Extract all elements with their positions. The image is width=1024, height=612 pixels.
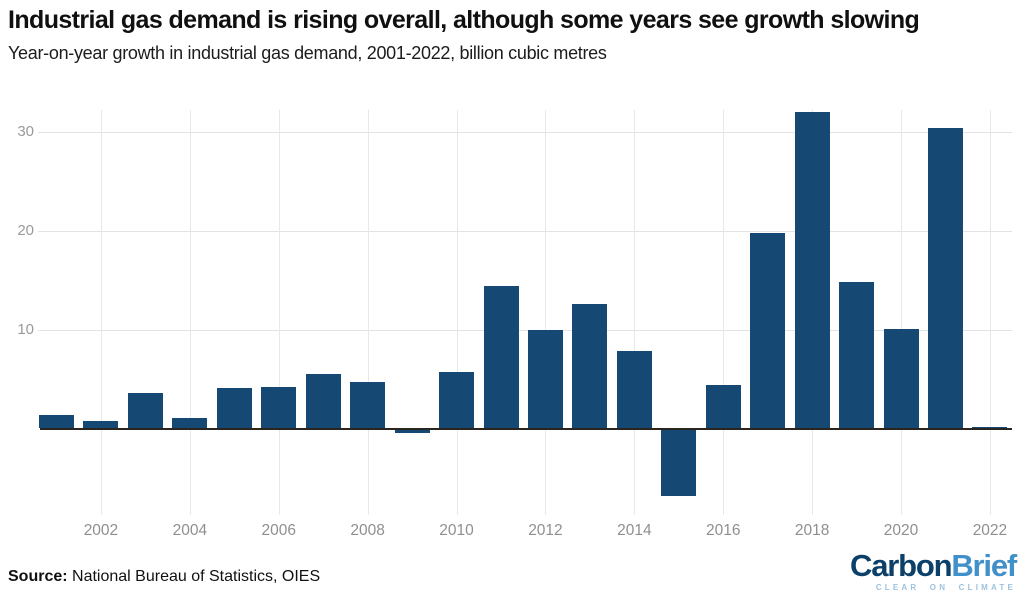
x-axis-zero-line <box>40 427 1012 430</box>
x-tick-2012: 2012 <box>528 522 563 539</box>
gridline-x-2004 <box>189 110 191 515</box>
bar-2007 <box>305 374 341 429</box>
bar-2005 <box>216 387 252 429</box>
bar-2018 <box>794 111 830 429</box>
bar-2017 <box>750 233 786 429</box>
gridline-x-2012 <box>545 110 547 515</box>
x-tick-2018: 2018 <box>794 522 830 539</box>
logo-wordmark: CarbonBrief <box>850 548 1017 583</box>
bar-2012 <box>527 329 563 429</box>
bar-2019 <box>839 281 875 429</box>
bar-2004 <box>172 417 208 429</box>
bar-2002 <box>83 420 119 429</box>
x-tick-2022: 2022 <box>972 522 1008 539</box>
gridline-y-30 <box>38 131 1012 133</box>
y-tick-20: 20 <box>17 221 34 239</box>
bar-2014 <box>616 351 652 429</box>
bar-2013 <box>572 303 608 429</box>
chart-title: Industrial gas demand is rising overall,… <box>8 6 920 34</box>
x-tick-2014: 2014 <box>617 522 652 539</box>
gridline-x-2020 <box>901 110 903 515</box>
gridline-y-20 <box>38 230 1012 232</box>
bar-2016 <box>705 384 741 429</box>
logo-brief: Brief <box>951 548 1017 583</box>
x-tick-2020: 2020 <box>883 522 919 539</box>
gridline-x-2006 <box>278 110 280 515</box>
bar-2001 <box>39 414 74 429</box>
gridline-x-2002 <box>100 110 102 515</box>
source-text: National Bureau of Statistics, OIES <box>67 568 321 585</box>
x-tick-2010: 2010 <box>439 522 474 539</box>
bar-2009 <box>394 428 430 434</box>
bar-2011 <box>483 285 519 429</box>
x-tick-2016: 2016 <box>706 522 741 539</box>
source-label: Source: <box>8 568 68 585</box>
bar-2003 <box>127 392 163 429</box>
y-tick-10: 10 <box>17 320 34 338</box>
logo-carbon: Carbon <box>850 548 953 583</box>
chart-subtitle: Year-on-year growth in industrial gas de… <box>8 43 607 63</box>
bar-2008 <box>350 381 386 429</box>
y-tick-30: 30 <box>17 122 34 140</box>
x-tick-2008: 2008 <box>350 522 385 539</box>
bar-2021 <box>928 127 963 429</box>
gridline-x-2008 <box>367 110 369 515</box>
gridline-x-2014 <box>634 110 636 515</box>
gridline-x-2022 <box>989 110 991 515</box>
x-tick-2006: 2006 <box>261 522 296 539</box>
x-tick-2004: 2004 <box>172 522 208 539</box>
gridline-x-2010 <box>456 110 458 515</box>
source-note: Source: National Bureau of Statistics, O… <box>8 568 320 586</box>
bar-2010 <box>439 372 475 429</box>
x-tick-2002: 2002 <box>83 522 119 539</box>
logo-tagline: CLEAR ON CLIMATE <box>875 583 1016 592</box>
carbonbrief-logo: CarbonBrief CLEAR ON CLIMATE <box>850 548 1017 592</box>
gridline-y-10 <box>38 329 1012 331</box>
gridline-x-2016 <box>723 110 725 515</box>
bar-2006 <box>261 386 297 429</box>
bar-2020 <box>883 328 919 429</box>
bar-2015 <box>661 428 697 496</box>
